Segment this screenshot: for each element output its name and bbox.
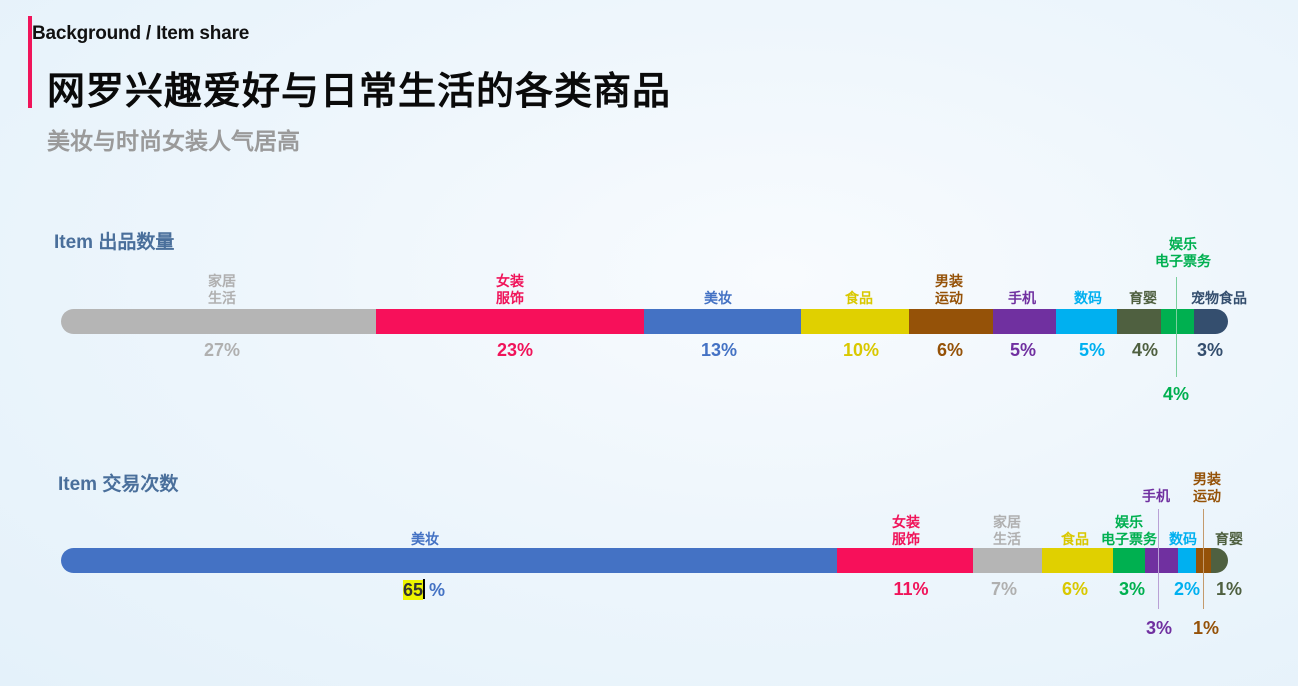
chart1-segment-tickets <box>1161 309 1194 334</box>
chart2-segment-phone <box>1145 548 1178 573</box>
chart1-value-mens: 6% <box>936 340 964 360</box>
chart2-value-digital: 2% <box>1173 579 1201 599</box>
chart1-label-tickets: 娱乐 电子票务 <box>1155 236 1211 269</box>
chart2-segment-womens <box>837 548 973 573</box>
chart1-bar <box>61 309 1228 334</box>
chart2-segment-beauty <box>61 548 837 573</box>
chart2-value-phone: 3% <box>1145 618 1173 638</box>
chart1-segment-baby <box>1117 309 1161 334</box>
chart2-value-mens: 1% <box>1192 618 1220 638</box>
chart1-label-food: 食品 <box>845 290 873 306</box>
chart1-value-phone: 5% <box>1009 340 1037 360</box>
chart1-value-beauty: 13% <box>700 340 738 360</box>
chart1-label-phone: 手机 <box>1008 290 1036 306</box>
chart2-title: Item 交易次数 <box>58 474 179 495</box>
chart1-segment-mens <box>909 309 993 334</box>
breadcrumb: Background / Item share <box>32 23 250 44</box>
chart2-value-tickets: 3% <box>1118 579 1146 599</box>
chart1-value-food: 10% <box>842 340 880 360</box>
chart2-label-baby: 育婴 <box>1215 531 1243 547</box>
chart1-value-tickets: 4% <box>1162 384 1190 404</box>
text-cursor <box>423 579 426 599</box>
chart2-label-food: 食品 <box>1061 531 1089 547</box>
chart2-bar <box>61 548 1228 573</box>
chart1-label-baby: 育婴 <box>1129 290 1157 306</box>
chart1-segment-digital <box>1056 309 1117 334</box>
chart2-value-beauty[interactable]: 65% <box>402 579 446 600</box>
chart2-label-womens: 女装 服饰 <box>892 514 920 547</box>
chart1-label-pet: 宠物食品 <box>1191 290 1247 306</box>
chart1-segment-food <box>801 309 909 334</box>
chart1-value-baby: 4% <box>1131 340 1159 360</box>
chart1-title: Item 出品数量 <box>54 232 175 253</box>
chart2-value-baby: 1% <box>1215 579 1243 599</box>
chart2-label-beauty: 美妆 <box>411 531 439 547</box>
chart2-value-womens: 11% <box>893 579 929 599</box>
chart2-segment-digital <box>1178 548 1196 573</box>
chart1-segment-home <box>61 309 376 334</box>
chart2-segment-home <box>973 548 1042 573</box>
chart2-label-home: 家居 生活 <box>993 514 1021 547</box>
chart2-leader-line-phone <box>1158 509 1159 609</box>
chart1-value-home: 27% <box>203 340 241 360</box>
page-subtitle: 美妆与时尚女装人气居高 <box>47 128 300 154</box>
chart2-label-phone: 手机 <box>1142 488 1170 504</box>
chart2-segment-food <box>1042 548 1113 573</box>
chart2-label-mens: 男装 运动 <box>1193 471 1221 504</box>
page-title: 网罗兴趣爱好与日常生活的各类商品 <box>47 71 672 113</box>
chart1-segment-phone <box>993 309 1056 334</box>
chart2-leader-line-mens <box>1203 509 1204 609</box>
chart2-label-tickets: 娱乐 电子票务 <box>1101 514 1157 547</box>
chart2-value-home: 7% <box>990 579 1018 599</box>
chart2-value-food: 6% <box>1061 579 1089 599</box>
chart1-value-digital: 5% <box>1078 340 1106 360</box>
chart2-segment-tickets <box>1113 548 1145 573</box>
chart1-segment-womens <box>376 309 644 334</box>
chart2-label-digital: 数码 <box>1169 531 1197 547</box>
chart1-label-beauty: 美妆 <box>704 290 732 306</box>
chart1-label-digital: 数码 <box>1074 290 1102 306</box>
chart1-segment-pet <box>1194 309 1228 334</box>
chart1-label-womens: 女装 服饰 <box>496 273 524 306</box>
chart1-value-womens: 23% <box>496 340 534 360</box>
chart1-segment-beauty <box>644 309 801 334</box>
chart1-value-pet: 3% <box>1196 340 1224 360</box>
selected-text-highlight[interactable]: 65 <box>402 580 424 600</box>
chart1-label-mens: 男装 运动 <box>935 273 963 306</box>
accent-bar <box>28 16 32 108</box>
chart1-label-home: 家居 生活 <box>208 273 236 306</box>
chart1-leader-line-tickets <box>1176 277 1177 377</box>
chart2-segment-baby <box>1211 548 1228 573</box>
